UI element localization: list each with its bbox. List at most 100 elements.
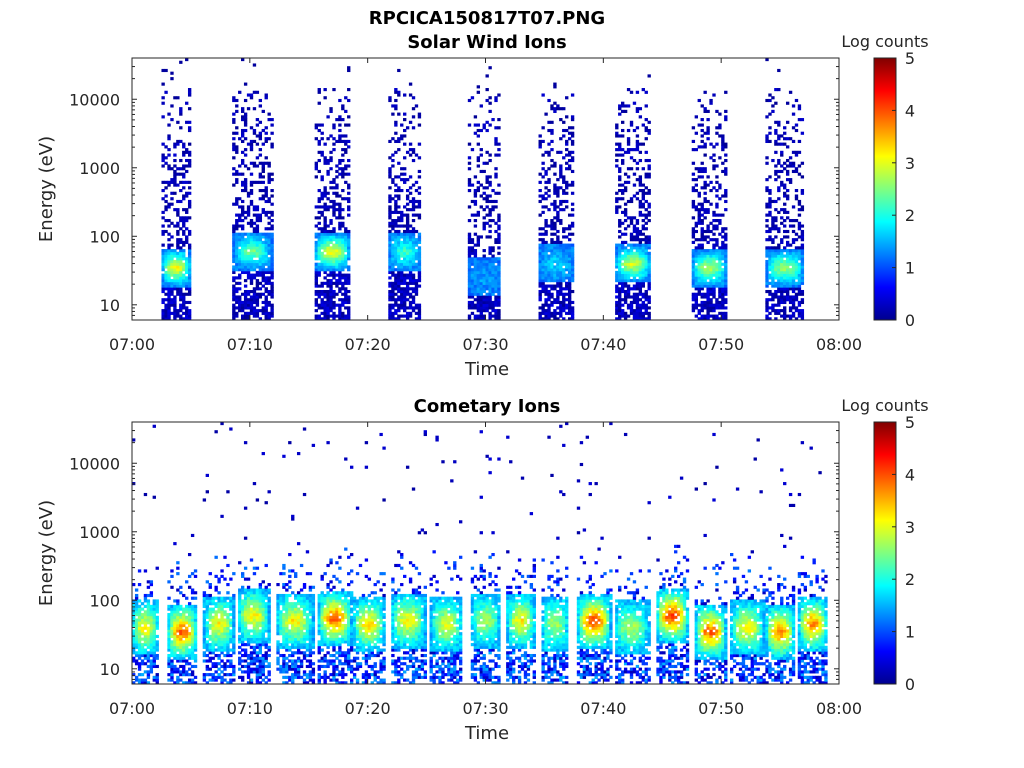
spectrogram-cell [252, 309, 257, 313]
spectrogram-cell [164, 90, 168, 94]
spectrogram-cell [771, 96, 775, 100]
spectrogram-cell [473, 175, 478, 179]
spectrogram-cell [791, 126, 796, 130]
spectrogram-cell [408, 259, 413, 264]
spectrogram-cell [137, 681, 142, 685]
spectrogram-cell [185, 180, 189, 184]
spectrogram-cell [187, 309, 192, 313]
spectrogram-cell [559, 246, 563, 250]
spectrogram-cell [411, 295, 416, 299]
spectrogram-cell [788, 164, 793, 168]
spectrogram-cell [391, 243, 395, 247]
spectrogram-cell [632, 276, 637, 280]
spectrogram-cell [332, 246, 336, 250]
spectrogram-cell [134, 618, 139, 622]
spectrogram-cell [320, 131, 324, 135]
spectrogram-cell [635, 254, 640, 258]
spectrogram-cell [137, 640, 142, 644]
spectrogram-cell [176, 621, 180, 625]
spectrogram-cell [411, 243, 416, 247]
spectrogram-cell [246, 235, 251, 239]
spectrogram-cell [626, 142, 631, 146]
spectrogram-cell [544, 251, 548, 255]
spectrogram-cell [397, 148, 401, 152]
spectrogram-cell [335, 268, 339, 272]
spectrogram-cell [161, 189, 165, 193]
spectrogram-cell [783, 161, 787, 165]
spectrogram-cell [243, 186, 248, 190]
spectrogram-cell [252, 295, 257, 299]
spectrogram-cell [338, 213, 342, 217]
spectrogram-cell [241, 238, 245, 242]
spectrogram-cell [768, 273, 772, 277]
spectrogram-cell [152, 659, 156, 663]
spectrogram-cell [400, 251, 404, 255]
spectrogram-cell [467, 189, 472, 193]
spectrogram-cell [567, 238, 572, 242]
spectrogram-cell [185, 259, 189, 264]
spectrogram-cell [179, 259, 183, 264]
spectrogram-cell [621, 183, 625, 187]
spectrogram-cell [476, 281, 481, 285]
spectrogram-cell [317, 199, 321, 204]
spectrogram-cell [797, 104, 802, 108]
spectrogram-cell [783, 202, 787, 206]
spectrogram-cell [193, 643, 198, 647]
spectrogram-cell [644, 150, 648, 154]
spectrogram-cell [405, 178, 410, 182]
spectrogram-cell [712, 279, 716, 283]
spectrogram-cell [780, 238, 784, 242]
spectrogram-cell [317, 88, 321, 92]
spectrogram-cell [488, 153, 492, 157]
spectrogram-cell [482, 273, 486, 277]
spectrogram-cell [709, 309, 713, 313]
spectrogram-cell [400, 279, 404, 283]
spectrogram-cell [482, 281, 486, 285]
spectrogram-cell [146, 659, 151, 663]
spectrogram-cell [644, 303, 648, 307]
spectrogram-cell [323, 235, 327, 239]
spectrogram-cell [644, 268, 648, 272]
spectrogram-cell [173, 279, 177, 283]
spectrogram-cell [780, 289, 784, 294]
spectrogram-cell [718, 284, 722, 288]
spectrogram-cell [476, 213, 481, 217]
spectrogram-cell [644, 175, 648, 179]
spectrogram-cell [388, 210, 392, 214]
spectrogram-cell [170, 289, 174, 294]
spectrogram-cell [691, 257, 696, 261]
spectrogram-cell [638, 199, 643, 204]
spectrogram-cell [243, 265, 248, 269]
spectrogram-cell [187, 251, 192, 255]
spectrogram-cell [485, 303, 489, 307]
spectrogram-cell [547, 317, 551, 321]
spectrogram-cell [414, 229, 419, 234]
spectrogram-cell [388, 216, 392, 220]
spectrogram-cell [176, 281, 180, 285]
spectrogram-cell [170, 569, 174, 573]
spectrogram-cell [559, 265, 563, 269]
spectrogram-cell [618, 243, 622, 247]
spectrogram-cell [703, 270, 707, 275]
spectrogram-cell [797, 257, 802, 261]
spectrogram-cell [547, 208, 551, 212]
spectrogram-cell [797, 270, 802, 275]
spectrogram-cell [785, 268, 790, 272]
spectrogram-cell [267, 227, 271, 231]
spectrogram-cell [167, 643, 171, 647]
spectrogram-cell [635, 219, 640, 223]
spectrogram-cell [161, 254, 165, 258]
spectrogram-cell [258, 309, 263, 313]
spectrogram-cell [170, 675, 174, 679]
spectrogram-cell [408, 120, 413, 124]
spectrogram-cell [190, 637, 195, 641]
spectrogram-cell [267, 289, 271, 294]
spectrogram-cell [691, 279, 696, 283]
spectrogram-cell [570, 224, 575, 228]
spectrogram-cell [258, 270, 263, 275]
spectrogram-cell [329, 246, 333, 250]
spectrogram-cell [232, 317, 236, 321]
spectrogram-cell [405, 311, 410, 315]
spectrogram-cell [408, 235, 413, 239]
spectrogram-cell [414, 254, 419, 258]
